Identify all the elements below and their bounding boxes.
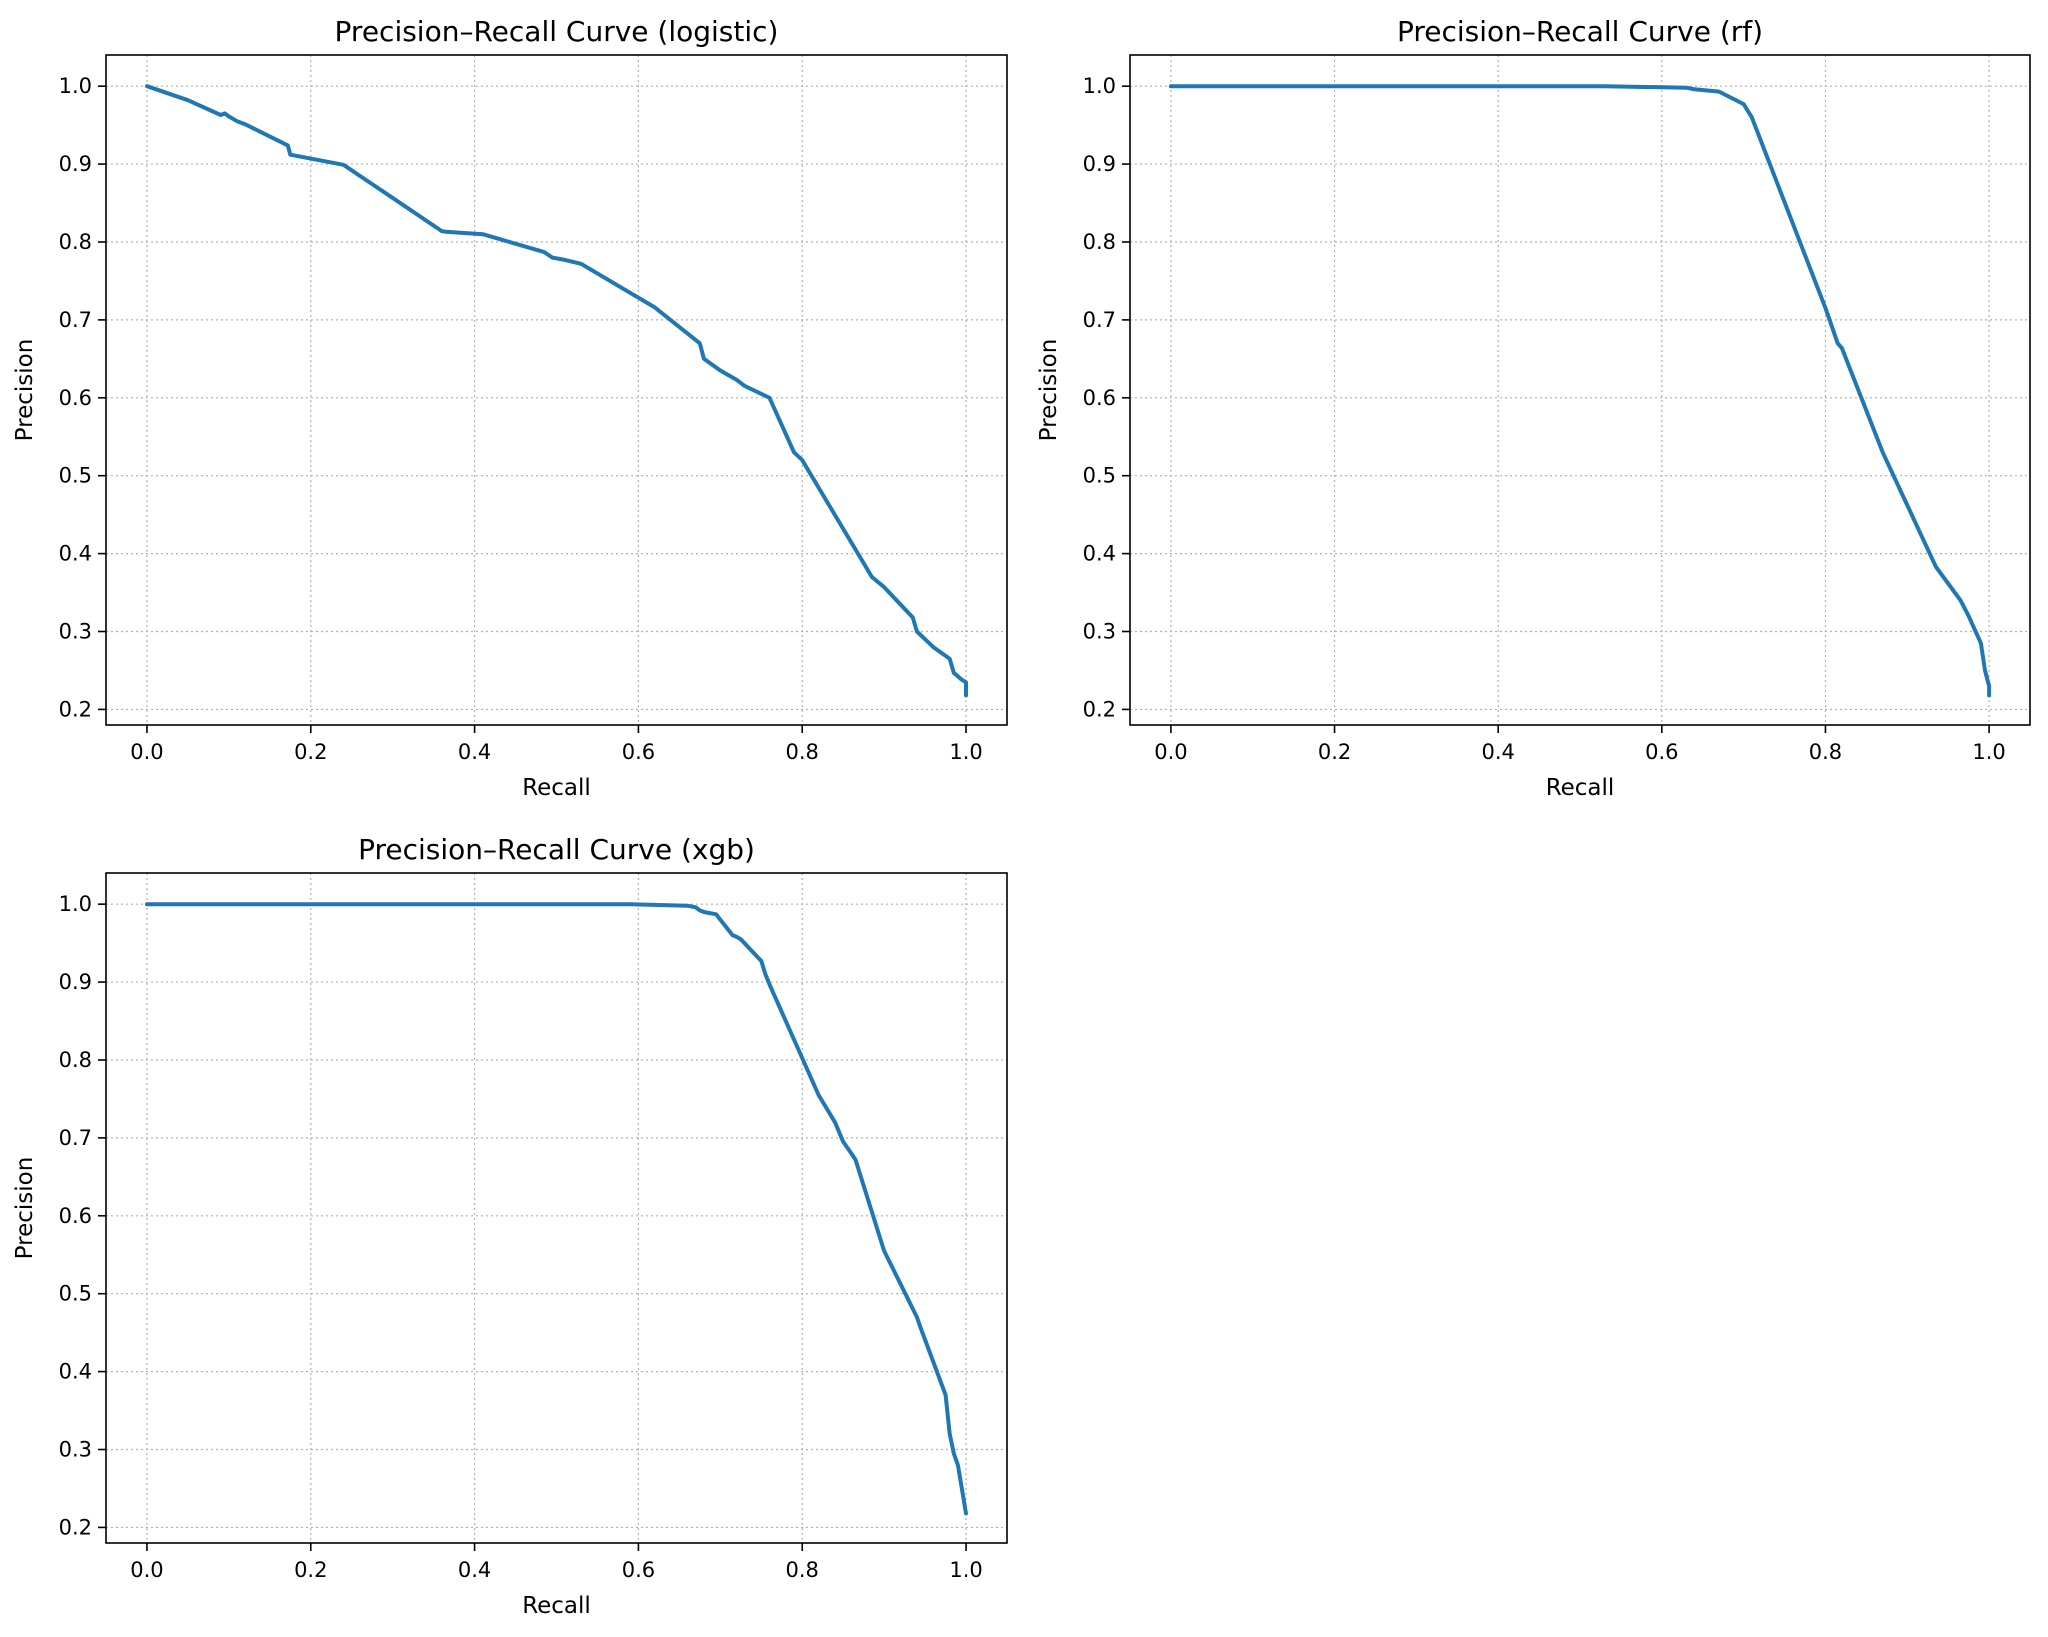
x-axis-label: Recall bbox=[1546, 775, 1615, 801]
y-tick-label: 0.4 bbox=[1083, 542, 1116, 566]
pr-curve-line bbox=[1168, 84, 1992, 698]
x-tick-label: 0.6 bbox=[622, 740, 655, 764]
x-axis-label: Recall bbox=[522, 775, 591, 801]
x-tick-label: 1.0 bbox=[949, 1558, 982, 1582]
x-tick-label: 0.2 bbox=[294, 1558, 327, 1582]
y-tick-label: 0.5 bbox=[1083, 464, 1116, 488]
panel-rf: 0.0 0.2 0.4 0.6 0.8 1.0 0.2 0.3 0.4 0.5 0.6 0.7 0.8 0… bbox=[1036, 15, 2031, 801]
y-axis-label: Precision bbox=[12, 1157, 38, 1260]
panel-logistic: 0.0 0.2 0.4 0.6 0.8 1.0 0.2 0.3 0.4 0.5 0.6 0.7 0.8 0… bbox=[12, 15, 1008, 801]
x-tick-label: 0.0 bbox=[130, 1558, 163, 1582]
pr-curve-line bbox=[145, 84, 968, 698]
x-tick-label: 0.2 bbox=[1318, 740, 1351, 764]
x-tick-label: 0.4 bbox=[458, 740, 491, 764]
y-tick-label: 0.7 bbox=[1083, 308, 1116, 332]
chart-title: Precision–Recall Curve (xgb) bbox=[358, 833, 755, 866]
y-tick-label: 0.5 bbox=[59, 1282, 92, 1306]
x-tick-label: 0.2 bbox=[294, 740, 327, 764]
pr-curve-line bbox=[145, 902, 968, 1516]
y-tick-label: 1.0 bbox=[1083, 74, 1116, 98]
y-tick-label: 0.2 bbox=[59, 1515, 92, 1539]
x-tick-label: 1.0 bbox=[949, 740, 982, 764]
axis-ticks: 0.0 0.2 0.4 0.6 0.8 1.0 0.2 0.3 0.4 0.5 0.6 0.7 0.8 0… bbox=[1083, 74, 2006, 764]
x-tick-label: 0.8 bbox=[786, 1558, 819, 1582]
y-tick-label: 0.4 bbox=[59, 1360, 92, 1384]
y-tick-label: 0.7 bbox=[59, 1126, 92, 1150]
x-tick-label: 0.8 bbox=[1809, 740, 1842, 764]
x-axis-label: Recall bbox=[522, 1593, 591, 1619]
y-tick-label: 0.9 bbox=[59, 970, 92, 994]
y-tick-label: 0.2 bbox=[59, 697, 92, 721]
plot-frame bbox=[1129, 54, 2031, 726]
y-tick-label: 0.6 bbox=[1083, 386, 1116, 410]
axis-ticks: 0.0 0.2 0.4 0.6 0.8 1.0 0.2 0.3 0.4 0.5 0.6 0.7 0.8 0… bbox=[59, 74, 983, 764]
y-tick-label: 0.5 bbox=[59, 464, 92, 488]
plot-frame bbox=[105, 54, 1008, 726]
y-tick-label: 0.8 bbox=[1083, 230, 1116, 254]
panel-xgb: 0.0 0.2 0.4 0.6 0.8 1.0 0.2 0.3 0.4 0.5 0.6 0.7 0.8 0… bbox=[12, 833, 1008, 1619]
y-tick-label: 0.8 bbox=[59, 230, 92, 254]
y-tick-label: 0.3 bbox=[59, 620, 92, 644]
y-tick-label: 0.4 bbox=[59, 542, 92, 566]
grid-lines bbox=[106, 55, 1007, 725]
y-tick-label: 0.7 bbox=[59, 308, 92, 332]
chart-title: Precision–Recall Curve (logistic) bbox=[335, 15, 779, 48]
y-tick-label: 0.3 bbox=[59, 1438, 92, 1462]
y-tick-label: 0.9 bbox=[59, 152, 92, 176]
y-tick-label: 1.0 bbox=[59, 892, 92, 916]
x-tick-label: 0.8 bbox=[786, 740, 819, 764]
y-tick-label: 0.9 bbox=[1083, 152, 1116, 176]
y-tick-label: 0.3 bbox=[1083, 620, 1116, 644]
x-tick-label: 0.0 bbox=[1154, 740, 1187, 764]
y-tick-label: 0.6 bbox=[59, 1204, 92, 1228]
chart-title: Precision–Recall Curve (rf) bbox=[1397, 15, 1763, 48]
x-tick-label: 1.0 bbox=[1972, 740, 2005, 764]
x-tick-label: 0.4 bbox=[458, 1558, 491, 1582]
x-tick-label: 0.6 bbox=[622, 1558, 655, 1582]
y-tick-label: 0.2 bbox=[1083, 697, 1116, 721]
y-tick-label: 0.8 bbox=[59, 1048, 92, 1072]
x-tick-label: 0.6 bbox=[1645, 740, 1678, 764]
y-tick-label: 1.0 bbox=[59, 74, 92, 98]
x-tick-label: 0.4 bbox=[1481, 740, 1514, 764]
x-tick-label: 0.0 bbox=[130, 740, 163, 764]
y-axis-label: Precision bbox=[12, 339, 38, 442]
grid-lines bbox=[1130, 55, 2030, 725]
plot-frame bbox=[105, 872, 1008, 1544]
axis-ticks: 0.0 0.2 0.4 0.6 0.8 1.0 0.2 0.3 0.4 0.5 0.6 0.7 0.8 0… bbox=[59, 892, 983, 1582]
grid-lines bbox=[106, 873, 1007, 1543]
y-tick-label: 0.6 bbox=[59, 386, 92, 410]
y-axis-label: Precision bbox=[1036, 339, 1062, 442]
